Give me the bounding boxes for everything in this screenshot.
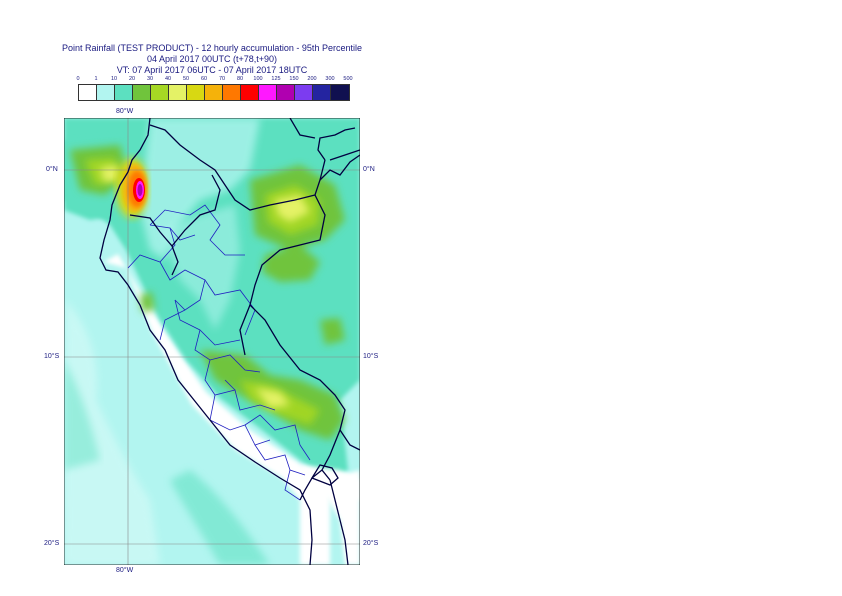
legend-label: 20 — [128, 76, 136, 82]
lat-label-left-20s: 20°S — [44, 540, 60, 547]
validity-time: VT: 07 April 2017 06UTC - 07 April 2017 … — [116, 65, 308, 75]
legend-swatch — [79, 85, 97, 100]
legend-label: 10 — [110, 76, 118, 82]
legend-swatch — [151, 85, 169, 100]
legend-swatch — [205, 85, 223, 100]
legend-label: 60 — [200, 76, 208, 82]
legend-label: 300 — [325, 76, 335, 82]
forecast-base-time: 04 April 2017 00UTC (t+78,t+90) — [146, 54, 278, 64]
legend-label: 1 — [94, 76, 98, 82]
lat-label-right-10s: 10°S — [363, 353, 379, 360]
country-borders — [99, 118, 360, 565]
legend-label: 50 — [182, 76, 190, 82]
legend-swatch — [259, 85, 277, 100]
legend-swatch — [241, 85, 259, 100]
legend-swatch — [277, 85, 295, 100]
legend-label: 70 — [218, 76, 226, 82]
lat-label-left-0: 0°N — [46, 166, 58, 173]
legend-label: 40 — [164, 76, 172, 82]
legend-swatch — [331, 85, 349, 100]
legend-swatch — [169, 85, 187, 100]
lat-label-right-0: 0°N — [363, 166, 375, 173]
graticule — [64, 118, 360, 565]
legend-label: 150 — [289, 76, 299, 82]
legend-color-bar — [78, 84, 350, 101]
color-legend: 0 1 10 20 30 40 50 60 70 80 100 125 150 200 300 500 — [76, 76, 353, 102]
legend-swatch — [313, 85, 331, 100]
legend-swatch — [115, 85, 133, 100]
rain-hotspot — [116, 158, 148, 218]
map-title: Point Rainfall (TEST PRODUCT) - 12 hourl… — [62, 43, 362, 53]
dry-coastal-band — [104, 254, 330, 565]
legend-label: 500 — [343, 76, 353, 82]
legend-label: 125 — [271, 76, 281, 82]
lon-label-bottom: 80°W — [116, 567, 134, 574]
legend-label: 80 — [236, 76, 244, 82]
legend-label: 0 — [76, 76, 80, 82]
legend-swatch — [133, 85, 151, 100]
lat-label-left-10s: 10°S — [44, 353, 60, 360]
legend-label: 100 — [253, 76, 263, 82]
legend-label: 30 — [146, 76, 154, 82]
legend-swatch — [295, 85, 313, 100]
legend-label: 200 — [307, 76, 317, 82]
legend-swatch — [223, 85, 241, 100]
lon-label-top: 80°W — [116, 108, 134, 115]
lat-label-right-20s: 20°S — [363, 540, 379, 547]
region-boundaries — [127, 204, 311, 501]
legend-swatch — [187, 85, 205, 100]
legend-swatch — [97, 85, 115, 100]
